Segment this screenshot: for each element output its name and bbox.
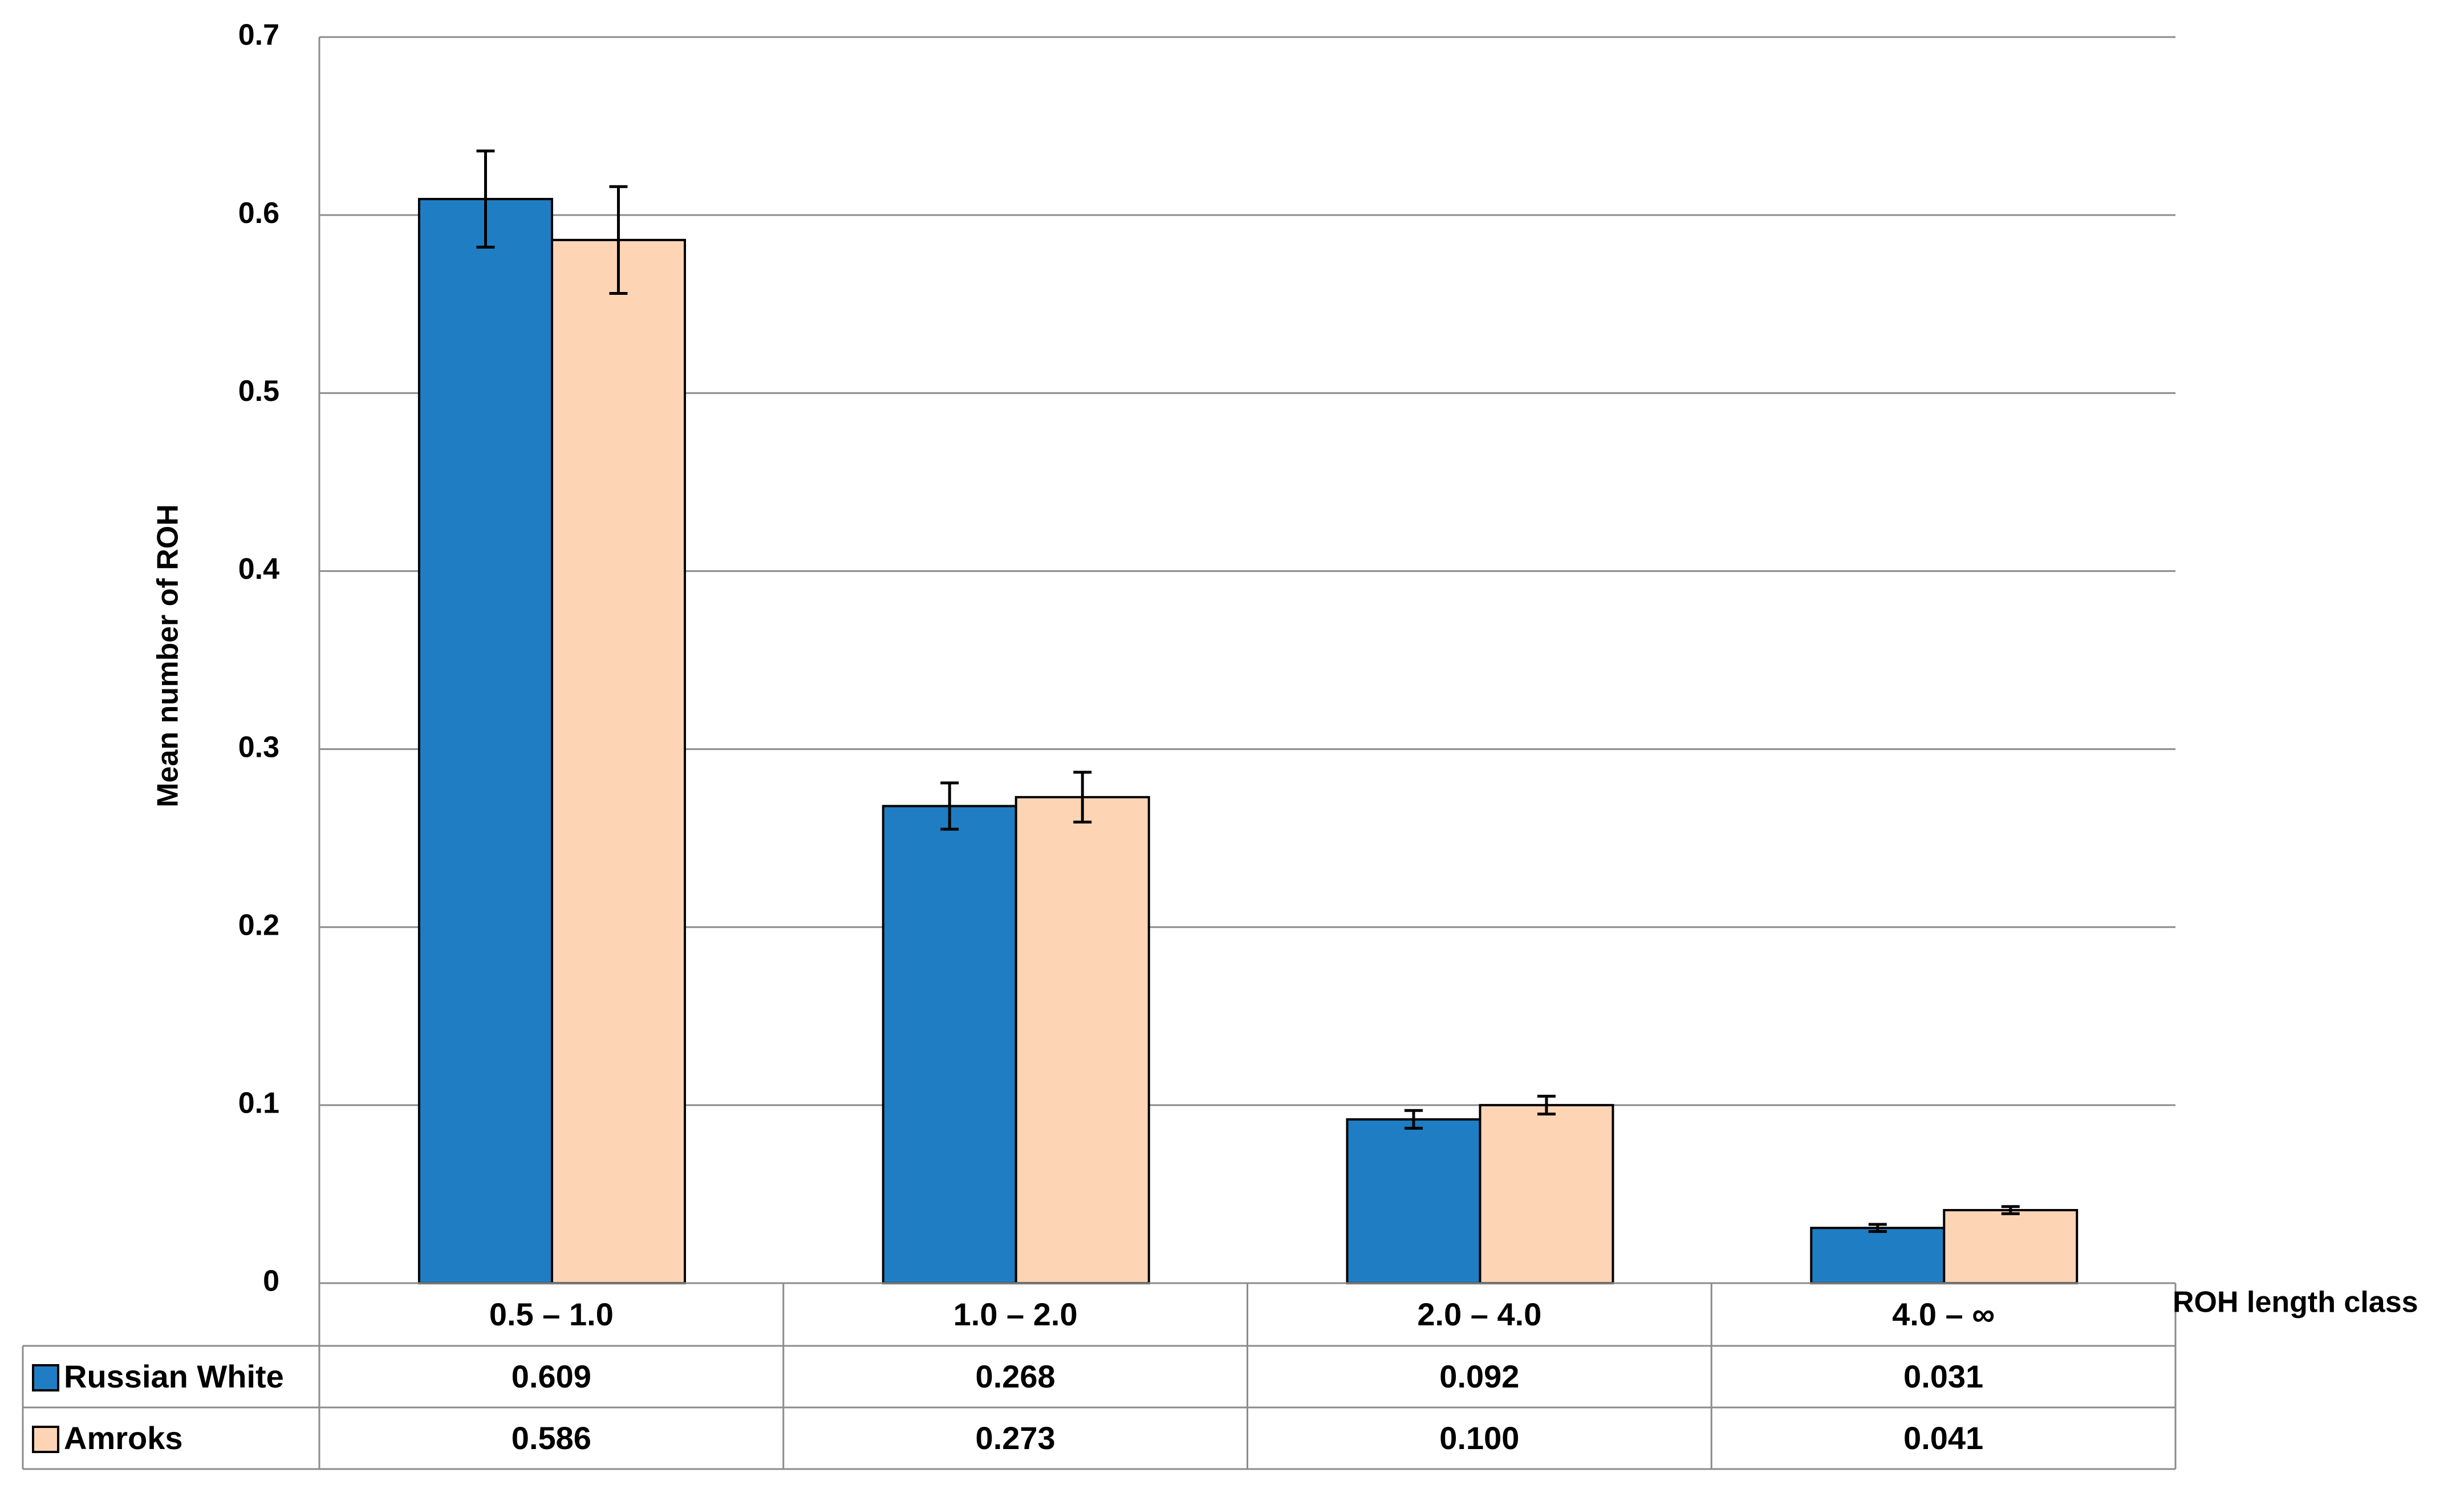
y-tick-label: 0.2 [238,908,279,942]
x-tick-label: 0.5 – 1.0 [489,1296,614,1332]
legend-label: Amroks [64,1420,183,1456]
bar-russian-white [1810,1227,1946,1284]
y-tick-label: 0.4 [238,553,279,586]
y-axis-ticks: 0 0.1 0.2 0.3 0.4 0.5 0.6 0.7 [238,19,279,1298]
bar-amroks [551,238,686,1284]
y-tick-label: 0.6 [238,197,279,230]
y-tick-label: 0.7 [238,19,279,52]
y-tick-label: 0.5 [238,375,279,408]
y-tick-label: 0.1 [238,1087,279,1120]
data-table: 0.5 – 1.0 1.0 – 2.0 2.0 – 4.0 4.0 – ∞ Russia… [22,1282,2177,1470]
legend-key-amroks [32,1426,59,1453]
data-label: 0.100 [1439,1420,1519,1456]
bar-amroks [1479,1103,1614,1285]
y-tick-label: 0.3 [238,731,279,764]
bar-amroks [1014,796,1150,1284]
bar-russian-white [882,805,1017,1284]
x-tick-label: 4.0 – ∞ [1892,1296,1995,1332]
bar-amroks [1943,1209,2079,1285]
bar-russian-white [418,198,553,1284]
y-tick-label: 0 [263,1265,279,1298]
legend-label: Russian White [64,1358,284,1394]
data-label: 0.586 [512,1420,591,1456]
data-label: 0.092 [1439,1358,1519,1394]
bar-russian-white [1346,1118,1481,1285]
error-bars [476,149,2020,1233]
data-label: 0.609 [512,1358,591,1394]
bars [418,198,2079,1285]
x-tick-label: 1.0 – 2.0 [953,1296,1078,1332]
legend-key-russian-white [32,1364,59,1391]
x-tick-label: 2.0 – 4.0 [1417,1296,1541,1332]
data-label: 0.273 [976,1420,1056,1456]
data-label: 0.041 [1903,1420,1983,1456]
x-axis-title: ROH length class [2173,1286,2418,1319]
data-label: 0.031 [1903,1358,1983,1394]
data-label: 0.268 [976,1358,1056,1394]
y-axis-title: Mean number of ROH [152,504,185,808]
